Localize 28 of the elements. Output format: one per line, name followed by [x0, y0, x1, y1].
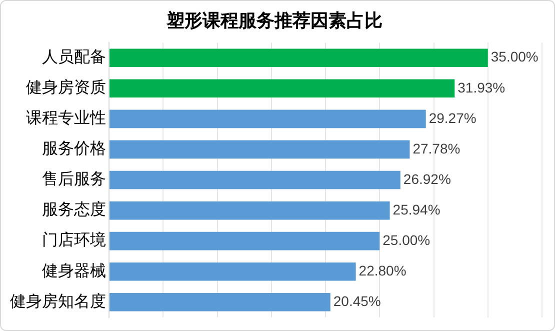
y-tick-label: 健身器械: [42, 260, 106, 280]
bar: [110, 140, 410, 159]
data-label: 26.92%: [403, 170, 451, 187]
data-label: 22.80%: [358, 262, 406, 278]
data-label: 35.00%: [490, 48, 538, 65]
y-tick-label: 门店环境: [42, 230, 106, 250]
y-tick-label: 服务态度: [42, 200, 106, 219]
bar: [110, 201, 390, 220]
data-label: 25.94%: [392, 201, 440, 218]
bar: [110, 170, 400, 190]
data-label: 29.27%: [428, 110, 476, 126]
y-tick-label: 课程专业性: [26, 108, 106, 128]
bar: [110, 232, 380, 250]
y-tick-label: 健身房知名度: [10, 291, 106, 310]
data-label: 25.00%: [382, 232, 430, 248]
bar: [110, 79, 455, 98]
y-tick-label: 人员配备: [42, 47, 106, 66]
data-label: 31.93%: [458, 79, 506, 96]
bar: [110, 262, 356, 281]
bar: [110, 48, 488, 68]
y-tick-label: 售后服务: [42, 169, 106, 188]
bar: [110, 292, 330, 312]
y-tick-label: 服务价格: [42, 138, 106, 158]
bar: [110, 110, 426, 128]
data-label: 27.78%: [412, 140, 460, 156]
data-label: 20.45%: [333, 292, 381, 309]
chart-title: 塑形课程服务推荐因素占比: [166, 10, 382, 32]
y-tick-label: 健身房资质: [26, 78, 106, 97]
